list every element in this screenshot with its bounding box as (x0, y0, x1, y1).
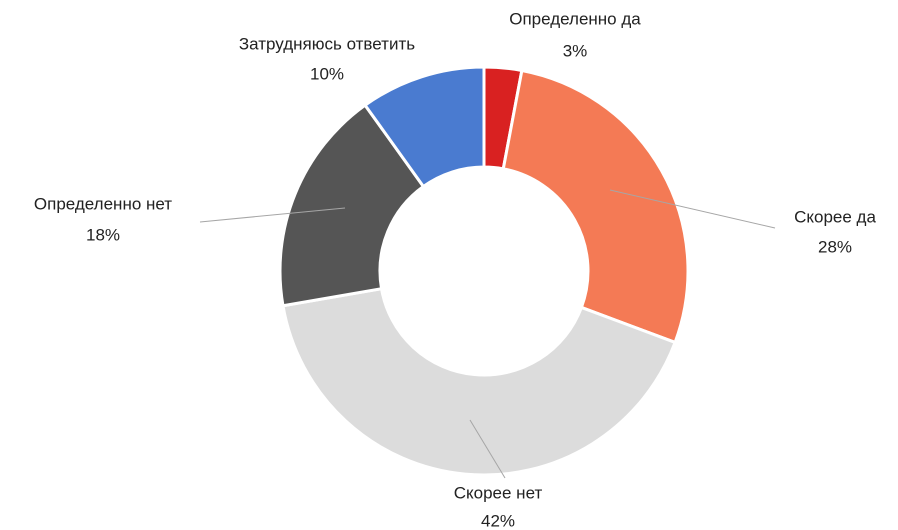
value-label: 10% (310, 64, 344, 83)
category-label: Затрудняюсь ответить (239, 34, 415, 53)
category-label: Определенно нет (34, 194, 172, 213)
leader-line (199, 207, 346, 223)
slice (363, 65, 486, 189)
value-label: 18% (86, 225, 120, 244)
slice (278, 103, 426, 308)
leader-line (469, 419, 506, 479)
labels: Определенно да 3% Скорее да 28% Скорее нет 42… (34, 9, 877, 530)
category-label: Скорее да (794, 207, 876, 226)
slices (278, 65, 690, 477)
slice (501, 68, 690, 345)
value-label: 3% (563, 41, 588, 60)
slice (281, 286, 678, 477)
category-label: Определенно да (509, 9, 641, 28)
category-label: Скорее нет (454, 483, 543, 502)
value-label: 28% (818, 237, 852, 256)
value-label: 42% (481, 511, 515, 530)
leader-line (609, 189, 776, 229)
